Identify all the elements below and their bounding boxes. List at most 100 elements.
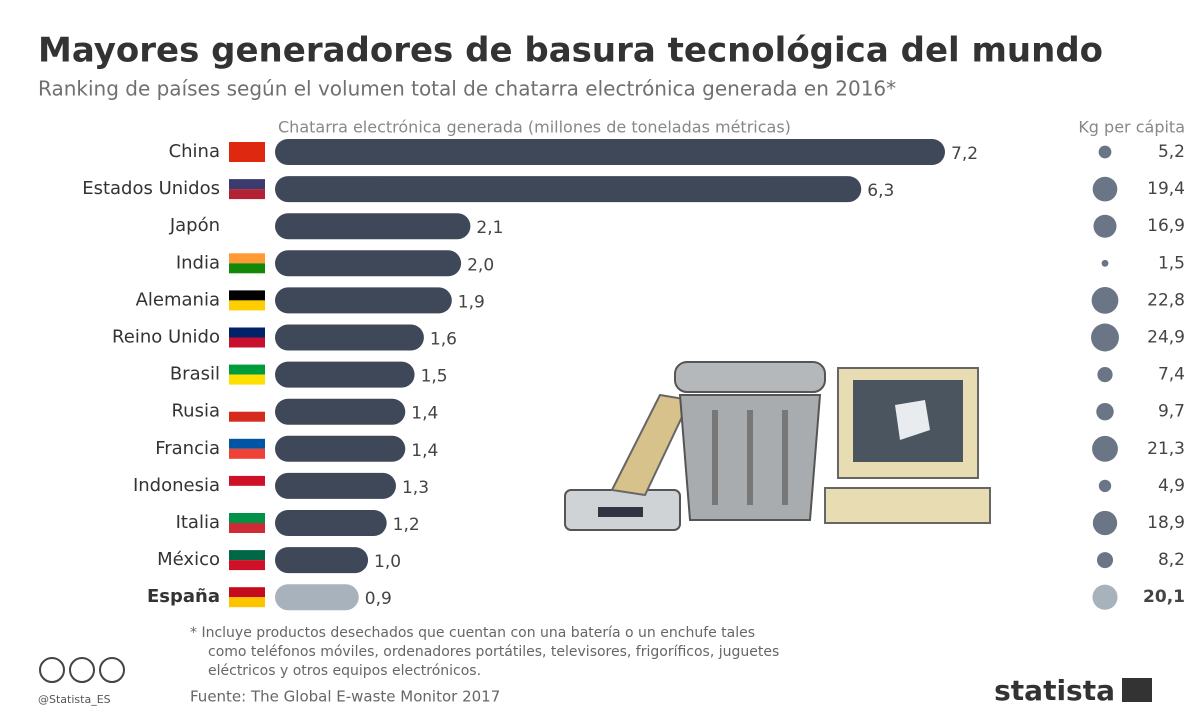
logo: statista [994, 674, 1115, 707]
flag [229, 513, 265, 523]
per-capita-label: 20,1 [1143, 587, 1185, 607]
bar [275, 139, 945, 165]
flag [229, 412, 265, 422]
axis-label: Chatarra electrónica generada (millones … [278, 118, 791, 137]
flag [229, 152, 265, 162]
flag [229, 328, 265, 338]
bar [275, 473, 396, 499]
bar [275, 362, 415, 388]
flag [229, 300, 265, 310]
category-label: Italia [176, 512, 220, 533]
bar [275, 584, 359, 610]
bubble [1102, 260, 1109, 267]
category-label: Rusia [171, 401, 220, 422]
category-label: Indonesia [133, 475, 220, 496]
value-label: 1,4 [411, 404, 438, 424]
flag [229, 560, 265, 570]
chart-title: Mayores generadores de basura tecnológic… [38, 31, 1103, 71]
flag [229, 439, 265, 449]
bubble [1093, 177, 1118, 202]
flag [229, 142, 265, 152]
category-label: Japón [169, 215, 220, 236]
category-label: México [157, 549, 220, 570]
bubble [1099, 146, 1112, 159]
flag [229, 290, 265, 300]
bar [275, 436, 405, 462]
footnote: eléctricos y otros equipos electrónicos. [208, 663, 481, 679]
bubble [1092, 585, 1117, 610]
value-label: 2,0 [467, 255, 494, 275]
category-label: China [169, 141, 220, 162]
flag [229, 597, 265, 607]
chart-subtitle: Ranking de países según el volumen total… [38, 77, 896, 101]
bar [275, 287, 452, 313]
handle: @Statista_ES [38, 693, 111, 706]
category-label: Reino Unido [112, 327, 220, 348]
cc-icons [40, 658, 124, 682]
value-label: 7,2 [951, 144, 978, 164]
value-label: 1,0 [374, 552, 401, 572]
value-label: 1,4 [411, 441, 438, 461]
bar [275, 325, 424, 351]
per-capita-label: 1,5 [1158, 253, 1185, 273]
flag [229, 476, 265, 486]
flag [229, 375, 265, 385]
per-capita-label: 19,4 [1147, 179, 1185, 199]
flag [229, 216, 265, 226]
flag [229, 226, 265, 236]
category-label: India [176, 252, 220, 273]
per-capita-label: 9,7 [1158, 402, 1185, 422]
flag [229, 179, 265, 189]
flag [229, 486, 265, 496]
flag [229, 189, 265, 199]
flag [229, 365, 265, 375]
flag [229, 523, 265, 533]
value-label: 1,3 [402, 478, 429, 498]
bar [275, 250, 461, 276]
category-label: Brasil [170, 364, 220, 385]
per-capita-label: 18,9 [1147, 513, 1185, 533]
value-label: 0,9 [365, 589, 392, 609]
bubble [1099, 480, 1111, 492]
bar [275, 510, 387, 536]
value-label: 1,2 [393, 515, 420, 535]
footnote: * Incluye productos desechados que cuent… [190, 625, 755, 641]
flag [229, 338, 265, 348]
category-label: Estados Unidos [82, 178, 220, 199]
bar [275, 547, 368, 573]
bubble [1091, 324, 1119, 352]
flag [229, 449, 265, 459]
per-capita-label: 24,9 [1147, 328, 1185, 348]
category-label: España [147, 586, 220, 607]
value-label: 1,6 [430, 330, 457, 350]
source: Fuente: The Global E-waste Monitor 2017 [190, 688, 500, 706]
bubble [1093, 511, 1117, 535]
category-label: Alemania [136, 289, 220, 310]
flag [229, 587, 265, 597]
bubble [1097, 552, 1113, 568]
per-capita-label: 7,4 [1158, 365, 1185, 385]
value-label: 1,5 [421, 367, 448, 387]
size-label: Kg per cápita [1078, 118, 1185, 137]
per-capita-label: 16,9 [1147, 216, 1185, 236]
bubble [1092, 436, 1118, 462]
flag [229, 263, 265, 273]
value-label: 1,9 [458, 292, 485, 312]
footnote: como teléfonos móviles, ordenadores port… [208, 644, 779, 660]
flag [229, 253, 265, 263]
bubble [1092, 287, 1119, 314]
page: Mayores generadores de basura tecnológic… [0, 0, 1199, 715]
bar [275, 213, 470, 239]
bubble [1097, 367, 1112, 382]
bubble [1096, 403, 1113, 420]
bar [275, 176, 861, 202]
chart: Mayores generadores de basura tecnológic… [0, 0, 1199, 715]
bar [275, 399, 405, 425]
per-capita-label: 22,8 [1147, 290, 1185, 310]
per-capita-label: 21,3 [1147, 439, 1185, 459]
logo-icon [1122, 678, 1152, 702]
illustration [565, 362, 990, 530]
value-label: 6,3 [867, 181, 894, 201]
category-label: Francia [155, 438, 220, 459]
per-capita-label: 8,2 [1158, 550, 1185, 570]
